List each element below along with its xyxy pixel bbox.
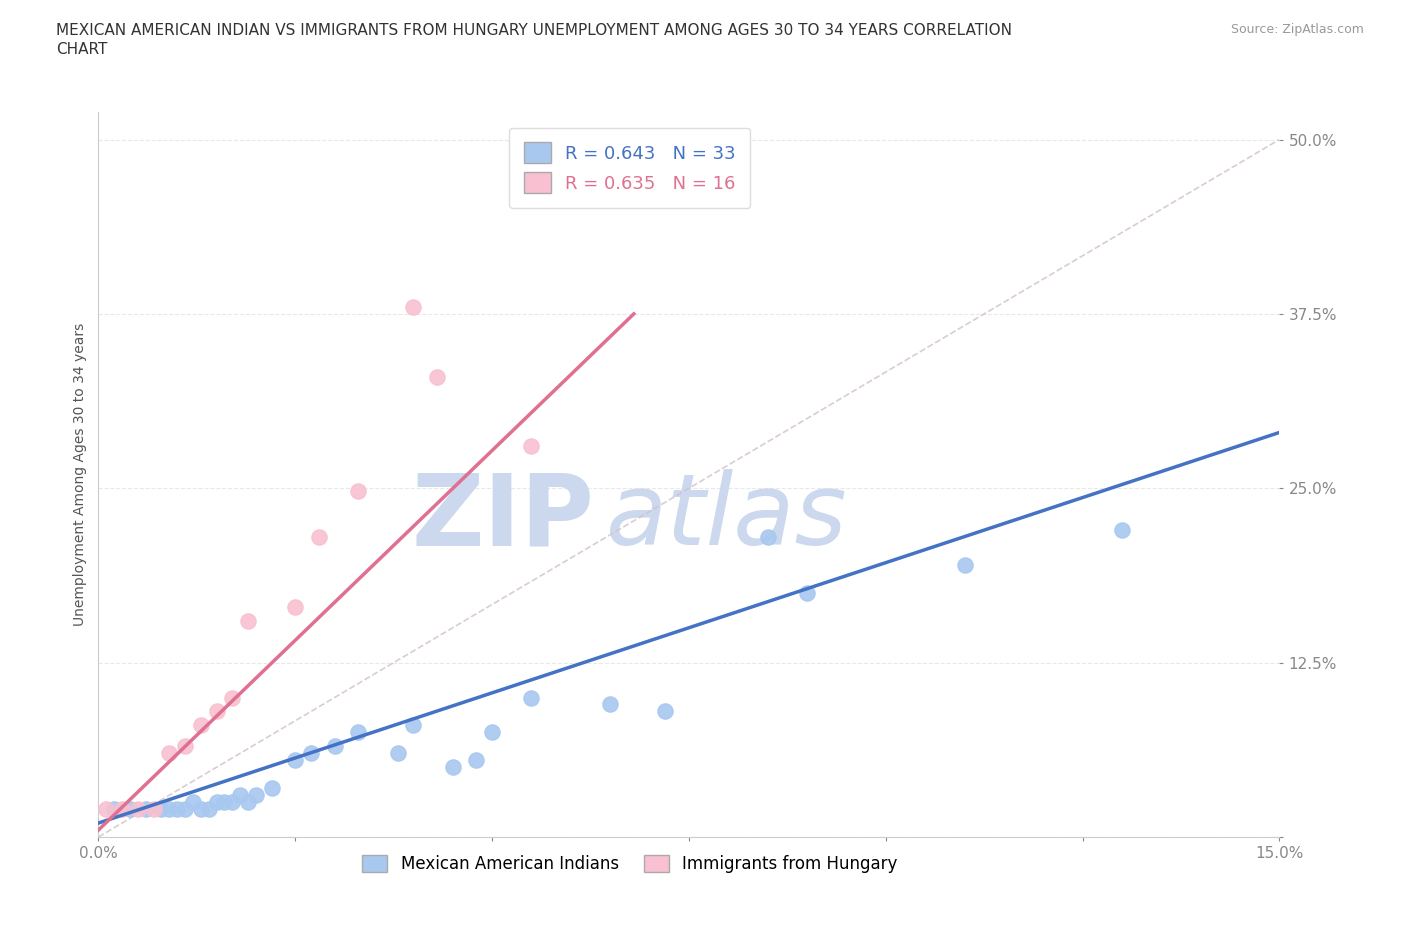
- Point: [142, 802, 165, 817]
- Point: [299, 746, 322, 761]
- Point: [520, 690, 543, 705]
- Point: [347, 484, 370, 498]
- Text: CHART: CHART: [56, 42, 108, 57]
- Point: [190, 802, 212, 817]
- Point: [796, 586, 818, 601]
- Point: [284, 753, 307, 768]
- Text: ZIP: ZIP: [412, 470, 595, 566]
- Point: [260, 781, 283, 796]
- Y-axis label: Unemployment Among Ages 30 to 34 years: Unemployment Among Ages 30 to 34 years: [73, 323, 87, 626]
- Point: [157, 802, 180, 817]
- Point: [205, 794, 228, 809]
- Legend: Mexican American Indians, Immigrants from Hungary: Mexican American Indians, Immigrants fro…: [356, 848, 904, 880]
- Point: [323, 738, 346, 753]
- Point: [465, 753, 488, 768]
- Point: [347, 725, 370, 740]
- Point: [103, 802, 125, 817]
- Point: [520, 439, 543, 454]
- Text: atlas: atlas: [606, 470, 848, 566]
- Point: [111, 802, 134, 817]
- Point: [387, 746, 409, 761]
- Point: [953, 558, 976, 573]
- Point: [402, 718, 425, 733]
- Point: [402, 299, 425, 314]
- Point: [284, 600, 307, 615]
- Text: MEXICAN AMERICAN INDIAN VS IMMIGRANTS FROM HUNGARY UNEMPLOYMENT AMONG AGES 30 TO: MEXICAN AMERICAN INDIAN VS IMMIGRANTS FR…: [56, 23, 1012, 38]
- Point: [214, 794, 236, 809]
- Point: [221, 690, 243, 705]
- Point: [654, 704, 676, 719]
- Point: [197, 802, 219, 817]
- Point: [481, 725, 503, 740]
- Point: [190, 718, 212, 733]
- Point: [174, 802, 197, 817]
- Point: [426, 369, 449, 384]
- Point: [236, 614, 259, 629]
- Point: [166, 802, 188, 817]
- Point: [756, 530, 779, 545]
- Point: [221, 794, 243, 809]
- Point: [118, 802, 141, 817]
- Point: [245, 788, 267, 803]
- Point: [174, 738, 197, 753]
- Point: [181, 794, 204, 809]
- Point: [135, 802, 157, 817]
- Point: [229, 788, 252, 803]
- Point: [96, 802, 118, 817]
- Point: [441, 760, 464, 775]
- Point: [308, 530, 330, 545]
- Point: [205, 704, 228, 719]
- Point: [150, 802, 173, 817]
- Point: [236, 794, 259, 809]
- Text: Source: ZipAtlas.com: Source: ZipAtlas.com: [1230, 23, 1364, 36]
- Point: [157, 746, 180, 761]
- Point: [1111, 523, 1133, 538]
- Point: [599, 698, 621, 712]
- Point: [127, 802, 149, 817]
